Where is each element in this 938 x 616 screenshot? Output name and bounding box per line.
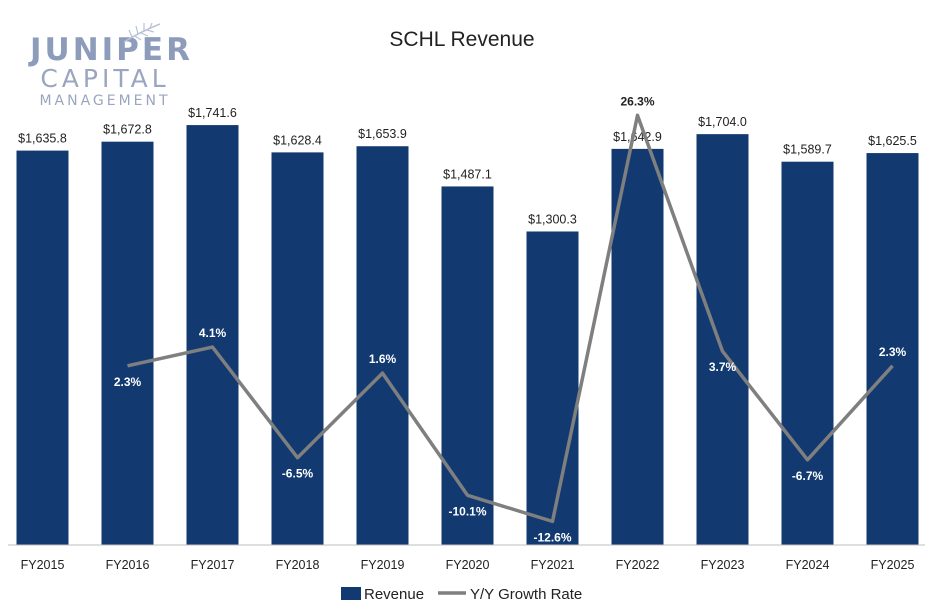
- growth-rate-label: 2.3%: [879, 345, 907, 359]
- bar-value-label: $1,672.8: [103, 123, 152, 137]
- legend-revenue-swatch: [341, 587, 361, 600]
- x-tick-label: FY2017: [191, 558, 235, 572]
- bar-value-label: $1,704.0: [698, 115, 747, 129]
- company-logo: JUNIPER CAPITAL MANAGEMENT: [30, 22, 193, 110]
- x-tick-label: FY2020: [446, 558, 490, 572]
- growth-rate-label: 4.1%: [199, 326, 227, 340]
- bar-fy2024: [781, 161, 834, 545]
- bar-fy2025: [866, 153, 919, 545]
- bar-value-label: $1,741.6: [188, 106, 237, 120]
- growth-rate-label: 26.3%: [620, 94, 654, 108]
- bar-fy2021: [526, 231, 579, 545]
- bar-value-label: $1,487.1: [443, 167, 492, 181]
- bar-fy2023: [696, 134, 749, 545]
- bar-value-label: $1,642.9: [613, 130, 662, 144]
- juniper-sprig-icon: [123, 22, 161, 43]
- bar-fy2015: [16, 150, 69, 545]
- growth-rate-label: -10.1%: [448, 504, 486, 518]
- legend-growth-label: Y/Y Growth Rate: [470, 586, 582, 603]
- x-tick-label: FY2018: [276, 558, 320, 572]
- growth-rate-label: 3.7%: [709, 360, 737, 374]
- growth-rate-label: 2.3%: [114, 375, 142, 389]
- growth-rate-label: 1.6%: [369, 352, 397, 366]
- bar-value-label: $1,300.3: [528, 212, 577, 226]
- x-tick-label: FY2024: [786, 558, 830, 572]
- bar-fy2018: [271, 152, 324, 545]
- logo-line-3: MANAGEMENT: [39, 93, 171, 109]
- bar-fy2020: [441, 186, 494, 545]
- growth-rate-label: -6.7%: [792, 469, 824, 483]
- bar-fy2022: [611, 148, 664, 546]
- logo-line-1: JUNIPER: [30, 32, 193, 68]
- x-tick-label: FY2023: [701, 558, 745, 572]
- growth-rate-label: -12.6%: [533, 530, 571, 544]
- legend-revenue-label: Revenue: [364, 586, 424, 603]
- x-tick-label: FY2022: [616, 558, 660, 572]
- x-tick-label: FY2015: [21, 558, 65, 572]
- bar-value-label: $1,635.8: [18, 132, 67, 146]
- x-tick-label: FY2019: [361, 558, 405, 572]
- growth-rate-line: [127, 113, 894, 524]
- bar-value-label: $1,628.4: [273, 133, 322, 147]
- bar-value-label: $1,625.5: [868, 134, 917, 148]
- x-tick-label: FY2025: [871, 558, 915, 572]
- bar-fy2017: [186, 125, 239, 546]
- x-tick-label: FY2021: [531, 558, 575, 572]
- bar-value-label: $1,589.7: [783, 143, 832, 157]
- logo-line-2: CAPITAL: [40, 64, 170, 93]
- bar-fy2019: [356, 146, 409, 546]
- bar-value-label: $1,653.9: [358, 127, 407, 141]
- bar-fy2016: [101, 141, 154, 546]
- x-tick-label: FY2016: [106, 558, 150, 572]
- chart-title: SCHL Revenue: [389, 28, 534, 51]
- growth-rate-label: -6.5%: [282, 467, 314, 481]
